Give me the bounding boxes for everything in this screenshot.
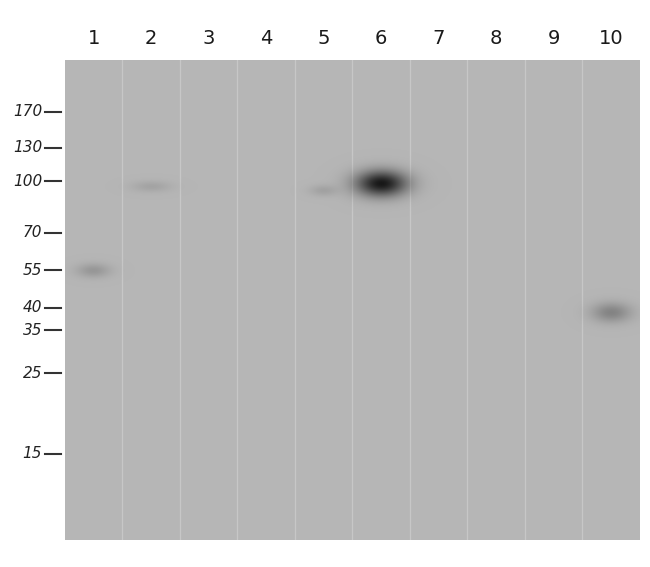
Text: 3: 3 [203,29,215,48]
Text: 25: 25 [23,366,42,381]
Text: 15: 15 [23,446,42,461]
Text: 10: 10 [599,29,623,48]
Text: 1: 1 [88,29,100,48]
Text: 35: 35 [23,323,42,338]
Text: 100: 100 [13,174,42,189]
Text: 70: 70 [23,225,42,240]
Text: 40: 40 [23,300,42,315]
Text: 6: 6 [375,29,387,48]
Text: 170: 170 [13,104,42,119]
Text: 7: 7 [432,29,445,48]
Text: 9: 9 [547,29,560,48]
Text: 8: 8 [490,29,502,48]
Text: 55: 55 [23,263,42,278]
Text: 2: 2 [145,29,157,48]
Text: 5: 5 [317,29,330,48]
Text: 130: 130 [13,141,42,155]
Text: 4: 4 [260,29,272,48]
